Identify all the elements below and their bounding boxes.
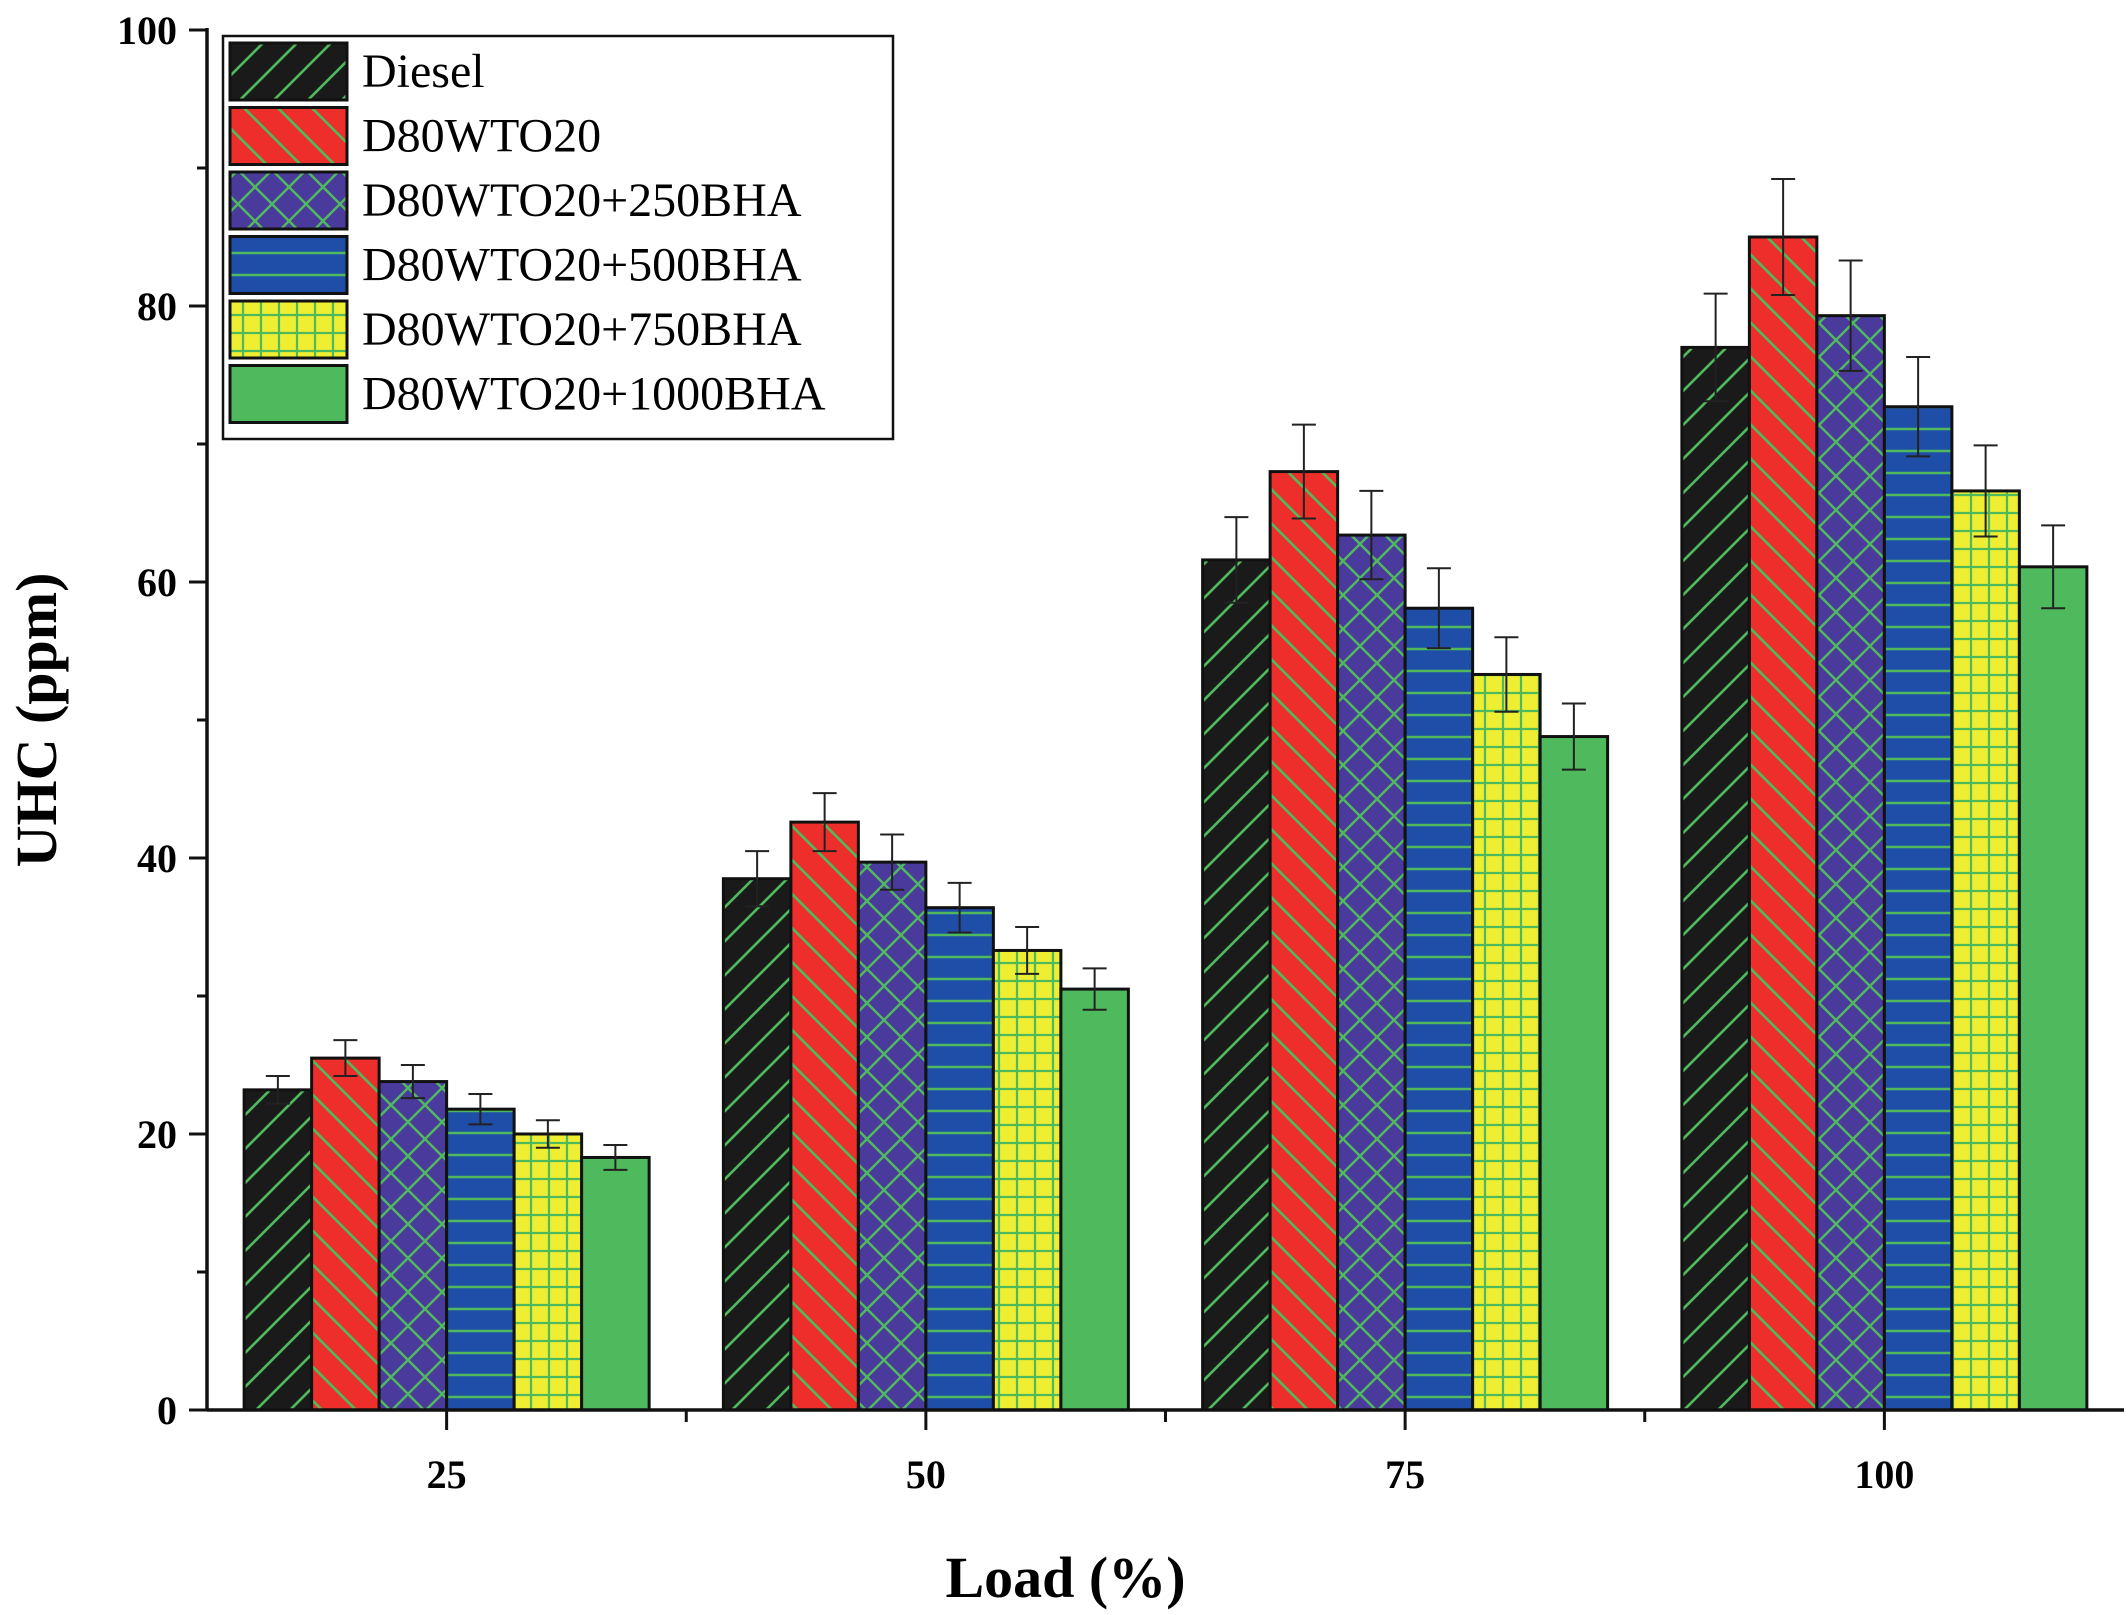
error-bar-D80WTO20+750BHA-50	[1015, 926, 1040, 975]
legend-swatch-D80WTO20+750BHA	[228, 299, 349, 360]
legend-swatch-D80WTO20+250BHA	[228, 170, 349, 231]
error-bar-D80WTO20-50	[812, 792, 837, 853]
bar-D80WTO20+250BHA-100	[1815, 314, 1886, 1412]
bar-Diesel-50	[721, 877, 793, 1412]
error-bar-D80WTO20+750BHA-75	[1494, 636, 1519, 713]
error-bar-D80WTO20-25	[333, 1039, 358, 1078]
error-bar-D80WTO20+500BHA-100	[1906, 356, 1931, 458]
legend-label: Diesel	[362, 45, 485, 98]
bar-D80WTO20-75	[1268, 470, 1340, 1412]
bar-D80WTO20+250BHA-25	[377, 1080, 449, 1412]
bar-D80WTO20+500BHA-75	[1403, 606, 1475, 1412]
legend-swatch-D80WTO20+1000BHA	[228, 364, 349, 424]
y-tick-label: 100	[117, 8, 177, 53]
x-tick-label: 75	[1385, 1452, 1425, 1497]
bar-D80WTO20+500BHA-25	[445, 1107, 516, 1412]
error-bar-Diesel-75	[1224, 516, 1249, 604]
bar-D80WTO20+250BHA-50	[856, 860, 928, 1412]
error-bar-D80WTO20+750BHA-25	[535, 1119, 560, 1149]
bar-D80WTO20+1000BHA-100	[2017, 565, 2089, 1412]
bar-D80WTO20+750BHA-25	[512, 1132, 584, 1412]
error-bar-D80WTO20+500BHA-75	[1426, 567, 1451, 650]
error-bar-D80WTO20+250BHA-50	[880, 833, 905, 891]
error-bar-Diesel-25	[265, 1075, 290, 1105]
bar-D80WTO20+750BHA-75	[1471, 672, 1542, 1412]
y-tick-label: 20	[137, 1112, 177, 1157]
bar-D80WTO20+750BHA-50	[991, 948, 1063, 1412]
legend-swatch-D80WTO20	[228, 106, 349, 166]
error-bar-D80WTO20+250BHA-100	[1838, 259, 1863, 372]
x-tick-label: 50	[906, 1452, 946, 1497]
x-tick-label: 25	[427, 1452, 467, 1497]
legend-label: D80WTO20	[362, 110, 601, 163]
bar-D80WTO20-100	[1747, 235, 1819, 1412]
legend-label: D80WTO20+250BHA	[362, 174, 802, 227]
y-axis-title: UHC (ppm)	[4, 573, 69, 868]
error-bar-D80WTO20+1000BHA-50	[1082, 967, 1107, 1011]
legend: Diesel D80WTO20 D80WTO20+250BHA D80WTO20+50…	[221, 34, 895, 441]
bar-Diesel-25	[242, 1088, 314, 1412]
y-tick-label: 40	[137, 836, 177, 881]
x-tick-label: 100	[1854, 1452, 1914, 1497]
error-bar-D80WTO20+1000BHA-100	[2041, 524, 2066, 610]
error-bar-D80WTO20+500BHA-50	[947, 881, 972, 934]
legend-label: D80WTO20+500BHA	[362, 239, 802, 292]
bar-D80WTO20+500BHA-50	[924, 906, 995, 1412]
bar-D80WTO20+500BHA-100	[1882, 405, 1954, 1412]
legend-label: D80WTO20+1000BHA	[362, 368, 826, 421]
bar-D80WTO20+1000BHA-50	[1059, 987, 1130, 1412]
error-bar-Diesel-100	[1703, 292, 1728, 403]
error-bar-D80WTO20+1000BHA-75	[1561, 702, 1586, 771]
error-bar-Diesel-50	[745, 850, 770, 908]
bar-Diesel-100	[1680, 345, 1751, 1412]
bar-D80WTO20+1000BHA-75	[1538, 735, 1610, 1412]
bar-Diesel-75	[1201, 558, 1272, 1412]
bar-D80WTO20-50	[789, 820, 860, 1412]
error-bar-D80WTO20+1000BHA-25	[603, 1144, 628, 1171]
x-axis-title: Load (%)	[945, 1545, 1185, 1610]
bar-D80WTO20+1000BHA-25	[580, 1155, 651, 1412]
y-tick-label: 60	[137, 560, 177, 605]
error-bar-D80WTO20+750BHA-100	[1973, 444, 1998, 538]
y-tick-label: 80	[137, 284, 177, 329]
bar-D80WTO20+750BHA-100	[1950, 489, 2021, 1412]
error-bar-D80WTO20-100	[1771, 178, 1796, 296]
error-bar-D80WTO20+250BHA-25	[400, 1064, 425, 1100]
bar-D80WTO20+250BHA-75	[1336, 533, 1407, 1412]
legend-swatch-D80WTO20+500BHA	[228, 235, 349, 295]
error-bar-D80WTO20+250BHA-75	[1359, 489, 1384, 581]
error-bar-D80WTO20+500BHA-25	[468, 1092, 493, 1126]
legend-swatch-Diesel	[228, 41, 349, 102]
error-bar-D80WTO20-75	[1291, 423, 1316, 520]
y-tick-label: 0	[157, 1388, 177, 1433]
bar-D80WTO20-25	[310, 1056, 381, 1412]
legend-label: D80WTO20+750BHA	[362, 303, 802, 356]
